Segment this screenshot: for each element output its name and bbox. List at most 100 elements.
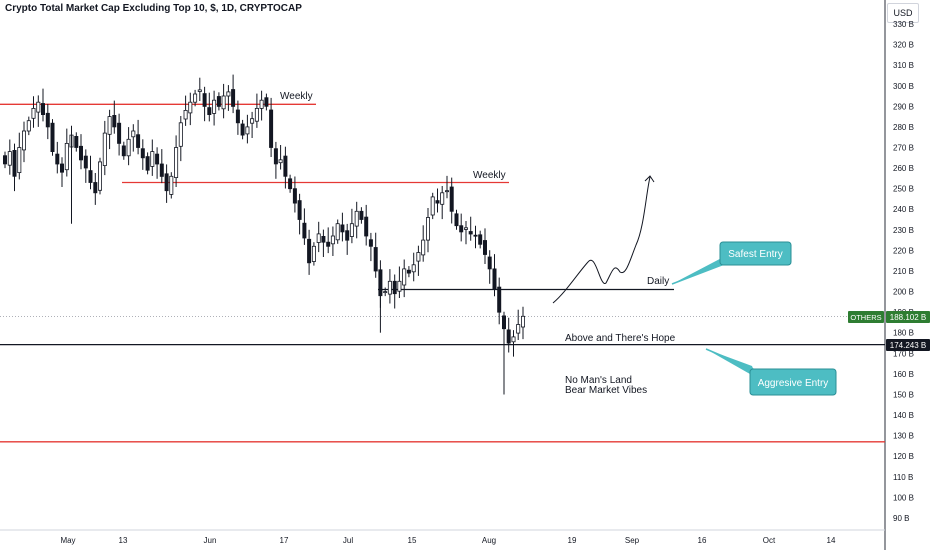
currency-button[interactable]: USD [887,3,919,23]
candle [497,277,502,325]
candle-body-down [288,178,293,190]
candle [492,254,497,297]
candle [259,90,264,121]
candle-body-down [454,213,459,227]
candle-body-up [330,235,335,245]
candle-body-down [368,239,373,247]
safest-entry-text: Safest Entry [728,249,782,260]
candle-body-up [349,223,354,237]
candle [83,149,88,183]
candle-body-down [155,153,160,165]
safest-entry-callout[interactable] [719,241,792,266]
candle-body-up [26,120,31,132]
candle-body-up [278,159,283,164]
candle-body-down [140,148,145,159]
candle-body-down [468,231,473,235]
candle-body-down [321,235,326,243]
candle-body-up [131,130,136,138]
candle-body-down [373,247,378,272]
price-axis-tick: 170 B [893,349,914,358]
candle-body-down [3,155,8,165]
candle [197,77,202,101]
candle [302,208,307,245]
candle [516,309,521,340]
candle-body-down [216,96,221,107]
candle [178,116,183,162]
candle-body-down [159,163,164,177]
candle [511,330,516,357]
candle [121,141,126,160]
candle [55,141,60,174]
price-axis-tick: 300 B [893,82,914,91]
candle-body-down [492,268,497,290]
candle [521,306,526,340]
candle-body-up [463,227,468,230]
symbol-tag [848,311,884,323]
candle-body-up [387,280,392,295]
candle-body-up [102,132,107,167]
candle [41,88,46,122]
candle [117,113,122,156]
price-axis-tick: 260 B [893,164,914,173]
candle-body-down [269,109,274,148]
price-axis-tick: 290 B [893,102,914,111]
candle-body-down [392,280,397,295]
candle [482,228,487,264]
candle-body-up [335,223,340,241]
candle [340,212,345,242]
label-no-mans-land: No Man's Land [565,375,632,386]
last-price-tag-text: 188.102 B [890,313,926,322]
label-weekly-mid: Weekly [473,170,506,181]
candle-body-down [121,145,126,157]
candle [145,152,150,175]
candle [473,225,478,249]
candle [74,132,79,152]
candle [21,121,26,163]
price-axis-tick: 250 B [893,185,914,194]
price-axis-tick: 220 B [893,246,914,255]
candle [278,145,283,170]
candle-body-down [487,256,492,270]
candle-body-up [440,192,445,205]
price-axis-tick: 180 B [893,329,914,338]
candle [468,216,473,241]
candle-body-up [311,245,316,262]
candle [169,172,174,199]
candle-body-down [41,103,46,116]
candle [254,93,259,128]
candle-body-down [473,234,478,237]
candle-body-up [174,147,179,179]
candle [444,175,449,199]
candle-body-up [150,151,155,167]
candle-body-down [449,186,454,212]
candle [307,229,312,275]
candle [36,95,41,127]
price-axis-tick: 130 B [893,432,914,441]
candle [235,100,240,135]
candle [12,143,17,192]
candle-body-down [506,329,511,344]
candle-body-up [178,122,183,147]
candle-body-down [45,112,50,128]
candle [345,223,350,255]
candle [335,219,340,244]
candle [297,193,302,235]
candle [373,232,378,278]
aggressive-entry-callout[interactable] [749,368,837,396]
candle [430,192,435,220]
projection-path [552,176,651,304]
candle-body-up [511,336,516,343]
candle [202,86,207,122]
candle-body-down [50,122,55,152]
candle [288,174,293,193]
candle-body-down [501,315,506,330]
candle-body-down [478,234,483,245]
candle-body-down [93,182,98,194]
candle-body-down [83,155,88,169]
candle [17,132,22,180]
candle-body-down [74,135,79,148]
candle [159,149,164,184]
candle [440,186,445,220]
candle [26,116,31,136]
